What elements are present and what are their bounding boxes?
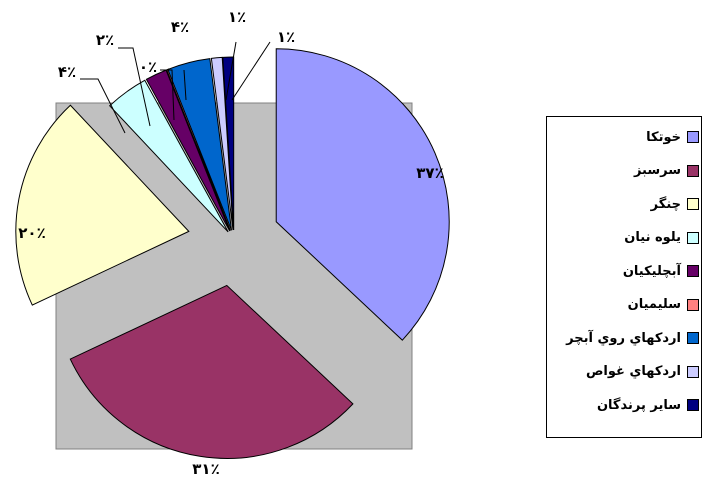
pie-slice <box>167 58 233 231</box>
legend-item: سلیمیان <box>501 293 701 317</box>
pie-slice <box>15 104 190 306</box>
legend-item: آبچلیکیان <box>501 259 701 283</box>
legend-label: ساير پرندگان <box>596 397 681 413</box>
legend-swatch <box>687 399 699 411</box>
legend-swatch <box>687 198 699 210</box>
pie-slice <box>210 56 234 231</box>
legend-label: یلوه نیان <box>624 230 681 245</box>
data-label: ۲۰٪ <box>18 224 45 242</box>
data-label: ۲٪ <box>96 31 114 49</box>
legend-item: سرسبز <box>501 159 701 183</box>
legend-swatch <box>687 332 699 344</box>
data-label: ۱٪ <box>277 28 295 46</box>
legend-item: خوتکا <box>501 125 701 149</box>
leader-line <box>183 69 187 101</box>
legend-item: یلوه نیان <box>501 226 701 250</box>
legend-label: خوتکا <box>646 129 681 145</box>
pie-slice <box>69 284 354 459</box>
leader-line <box>231 41 271 101</box>
data-label: ۳۷٪ <box>416 164 443 182</box>
legend-swatch <box>687 265 699 277</box>
legend-label: اردکهاي غواص <box>585 364 681 379</box>
legend-item: اردکهاي روي آبچر <box>501 326 701 350</box>
data-label: ۴٪ <box>58 63 76 81</box>
leader-line <box>118 47 151 127</box>
legend-label: آبچلیکیان <box>622 263 681 279</box>
data-label: ۱٪ <box>228 8 246 26</box>
legend-label: اردکهاي روي آبچر <box>566 330 681 346</box>
legend-swatch <box>687 298 699 311</box>
pie-slice <box>108 79 229 233</box>
legend-item: اردکهاي غواص <box>501 360 701 384</box>
chart-legend: خوتکا سرسبز چنگر یلوه نیان آبچلیکیان سلیمیان ا… <box>546 116 702 438</box>
data-label: ۴٪ <box>171 18 189 36</box>
legend-swatch <box>687 365 699 378</box>
leader-line <box>225 41 237 101</box>
data-label: ۰٪ <box>139 58 157 76</box>
legend-item: چنگر <box>501 192 701 216</box>
legend-label: سرسبز <box>633 163 681 178</box>
legend-swatch <box>687 131 699 143</box>
legend-swatch <box>687 231 699 244</box>
data-label: ۳۱٪ <box>192 460 219 478</box>
legend-label: چنگر <box>650 196 681 212</box>
legend-swatch <box>687 164 699 177</box>
legend-label: سلیمیان <box>627 297 681 312</box>
leader-line <box>80 78 126 134</box>
legend-item: ساير پرندگان <box>501 393 701 417</box>
leader-line <box>160 69 175 121</box>
pie-slice <box>275 48 450 341</box>
